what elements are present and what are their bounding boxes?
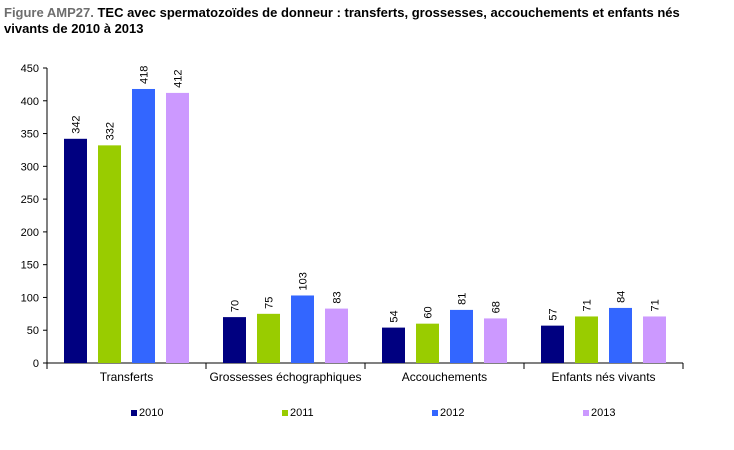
chart-title: Figure AMP27. TEC avec spermatozoïdes de… [4, 5, 724, 37]
y-tick-label: 0 [33, 358, 39, 370]
data-label: 81 [457, 293, 469, 305]
data-label: 83 [332, 291, 344, 303]
bar-2010 [382, 327, 405, 363]
legend-label-2011: 2011 [290, 407, 314, 419]
category-label: Enfants nés vivants [551, 370, 655, 384]
legend-swatch-2010 [131, 410, 137, 416]
category-label: Transferts [100, 370, 154, 384]
bar-2010 [223, 317, 246, 363]
y-tick-label: 400 [21, 96, 39, 108]
y-tick-label: 450 [21, 63, 39, 75]
bar-2011 [416, 323, 439, 363]
y-tick-label: 50 [27, 325, 39, 337]
data-label: 332 [105, 122, 117, 140]
data-label: 418 [139, 66, 151, 84]
bar-2012 [291, 295, 314, 363]
bar-2012 [450, 309, 473, 363]
data-label: 84 [616, 291, 628, 303]
legend-label-2012: 2012 [440, 407, 464, 419]
y-tick-label: 300 [21, 161, 39, 173]
y-tick-label: 250 [21, 194, 39, 206]
bar-2012 [132, 88, 155, 363]
bar-2013 [484, 318, 507, 363]
data-label: 68 [491, 301, 503, 313]
data-label: 54 [389, 310, 401, 322]
legend-label-2013: 2013 [591, 407, 615, 419]
bar-2011 [257, 313, 280, 363]
category-label: Accouchements [402, 370, 487, 384]
figure-number: Figure AMP27. [4, 5, 94, 20]
bar-2011 [575, 316, 598, 363]
data-label: 75 [264, 297, 276, 309]
data-label: 71 [582, 299, 594, 311]
bar-2010 [64, 138, 87, 363]
legend-label-2010: 2010 [139, 407, 163, 419]
data-label: 57 [548, 308, 560, 320]
category-label: Grossesses échographiques [209, 370, 361, 384]
data-label: 70 [230, 300, 242, 312]
data-label: 342 [71, 115, 83, 133]
y-tick-label: 100 [21, 292, 39, 304]
data-label: 60 [423, 306, 435, 318]
y-tick-label: 200 [21, 227, 39, 239]
legend-swatch-2011 [282, 410, 288, 416]
data-label: 412 [173, 70, 185, 88]
figure-title: TEC avec spermatozoïdes de donneur : tra… [4, 5, 680, 36]
bar-2010 [541, 325, 564, 363]
y-tick-label: 350 [21, 129, 39, 141]
legend-swatch-2013 [583, 410, 589, 416]
bar-2013 [643, 316, 666, 363]
y-tick-label: 150 [21, 260, 39, 272]
data-label: 71 [650, 299, 662, 311]
data-label: 103 [298, 272, 310, 290]
legend-swatch-2012 [432, 410, 438, 416]
bar-2013 [325, 308, 348, 363]
bar-2013 [166, 92, 189, 364]
bar-2011 [98, 145, 121, 363]
bar-2012 [609, 307, 632, 363]
